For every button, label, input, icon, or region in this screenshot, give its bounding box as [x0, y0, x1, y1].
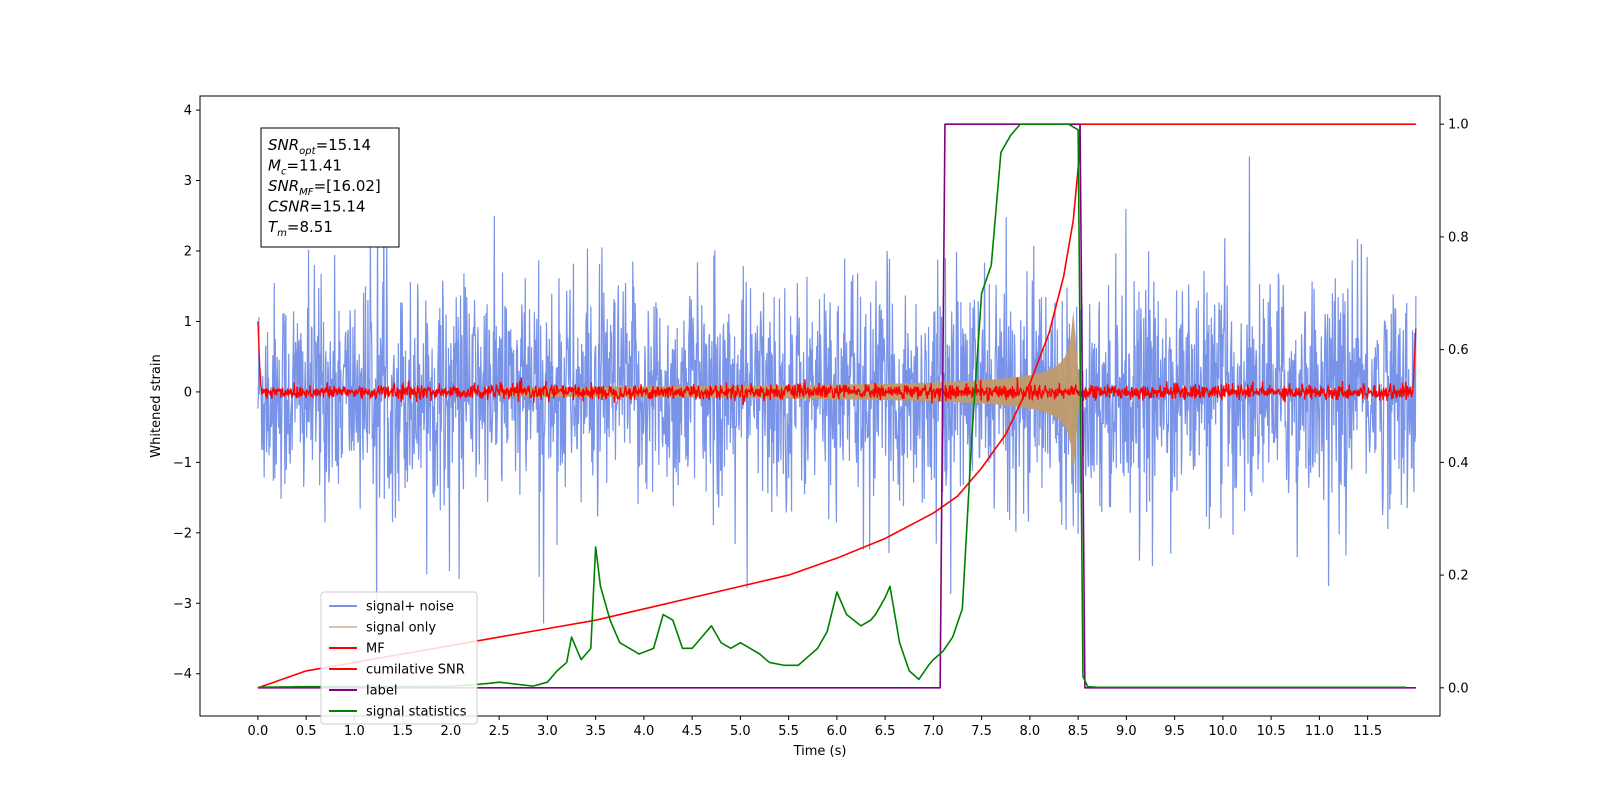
y2-tick-label: 0.0 [1448, 681, 1469, 696]
y-tick-label: −2 [173, 526, 192, 541]
info-line-value: =[16.02] [314, 177, 381, 195]
x-tick-label: 3.0 [537, 724, 558, 739]
x-tick-label: 1.5 [392, 724, 413, 739]
info-line-subscript: MF [299, 187, 314, 198]
y-tick-label: 3 [184, 174, 192, 189]
y2-tick-label: 0.2 [1448, 569, 1469, 584]
x-tick-label: 1.0 [344, 724, 365, 739]
info-line-symbol: T [268, 218, 279, 236]
x-tick-label: 5.5 [778, 724, 799, 739]
x-tick-label: 7.5 [971, 724, 992, 739]
x-tick-label: 6.0 [827, 724, 848, 739]
legend-label: MF [366, 642, 385, 657]
series-mf-line [257, 321, 1417, 405]
x-tick-label: 6.5 [875, 724, 896, 739]
x-tick-label: 9.0 [1116, 724, 1137, 739]
x-tick-label: 9.5 [1164, 724, 1185, 739]
x-tick-label: 11.0 [1305, 724, 1334, 739]
series-signal-only-envelope [499, 310, 1081, 473]
y-tick-label: 4 [184, 104, 192, 119]
series-signal-noise-line [257, 156, 1417, 624]
info-annotation-box: SNRopt=15.14Mc=11.41SNRMF=[16.02]CSNR=15… [260, 127, 400, 248]
info-line-value: =11.41 [286, 157, 342, 175]
info-line: Tm=8.51 [268, 218, 333, 239]
info-line: SNRopt=15.14 [268, 136, 371, 157]
info-box-frame [260, 127, 400, 248]
legend: signal+ noise signal only MF cumilative SNR… [320, 591, 478, 725]
info-line-subscript: opt [299, 146, 316, 157]
info-line-value: =15.14 [310, 198, 366, 216]
info-line: CSNR=15.14 [268, 198, 365, 216]
legend-label: cumilative SNR [366, 663, 465, 678]
y-tick-label: 1 [184, 315, 192, 330]
info-line-subscript: m [277, 228, 287, 239]
y-tick-label: 0 [184, 385, 192, 400]
info-line: Mc=11.41 [268, 157, 342, 178]
y-tick-label: −3 [173, 597, 192, 612]
info-line-subscript: c [281, 167, 287, 178]
y2-tick-label: 0.8 [1448, 230, 1469, 245]
info-line-value: =8.51 [287, 218, 333, 236]
x-tick-label: 2.5 [489, 724, 510, 739]
x-tick-label: 4.0 [634, 724, 655, 739]
legend-label: signal statistics [366, 705, 467, 720]
x-tick-label: 0.0 [248, 724, 269, 739]
y-axis-label: Whitened strain [149, 354, 164, 457]
y2-tick-label: 0.6 [1448, 343, 1469, 358]
x-tick-label: 0.5 [296, 724, 317, 739]
info-line: SNRMF=[16.02] [268, 177, 381, 198]
y-axis-right: 0.0 0.2 0.4 0.6 0.8 1.0 [1440, 118, 1469, 696]
x-tick-label: 5.0 [730, 724, 751, 739]
info-line-symbol: CSNR [268, 198, 310, 216]
y2-tick-label: 0.4 [1448, 456, 1469, 471]
x-tick-label: 10.0 [1208, 724, 1237, 739]
x-tick-label: 2.0 [441, 724, 462, 739]
x-tick-label: 11.5 [1353, 724, 1382, 739]
y-tick-label: −4 [173, 667, 192, 682]
series-signal-statistics-line [257, 123, 1407, 689]
info-line-symbol: SNR [268, 177, 299, 195]
info-line-value: =15.14 [316, 136, 372, 154]
legend-label: signal only [366, 621, 436, 636]
x-axis: 0.0 0.5 1.0 1.5 2.0 2.5 3.0 3.5 4.0 4.5 5.0 5.5 6.0 6… [248, 716, 1382, 739]
legend-label: label [366, 684, 397, 699]
y-tick-label: 2 [184, 245, 192, 260]
info-line-symbol: SNR [268, 136, 299, 154]
legend-frame [320, 591, 478, 725]
legend-label: signal+ noise [366, 600, 454, 615]
axes-frame [199, 95, 1441, 717]
x-axis-label: Time (s) [793, 744, 847, 759]
x-tick-label: 8.5 [1068, 724, 1089, 739]
x-tick-label: 4.5 [682, 724, 703, 739]
y-tick-label: −1 [173, 456, 192, 471]
x-tick-label: 8.0 [1020, 724, 1041, 739]
x-tick-label: 3.5 [585, 724, 606, 739]
x-tick-label: 10.5 [1257, 724, 1286, 739]
y2-tick-label: 1.0 [1448, 118, 1469, 133]
x-tick-label: 7.0 [923, 724, 944, 739]
info-line-symbol: M [268, 157, 281, 175]
y-axis-left: −4 −3 −2 −1 0 1 2 3 4 [173, 104, 200, 682]
